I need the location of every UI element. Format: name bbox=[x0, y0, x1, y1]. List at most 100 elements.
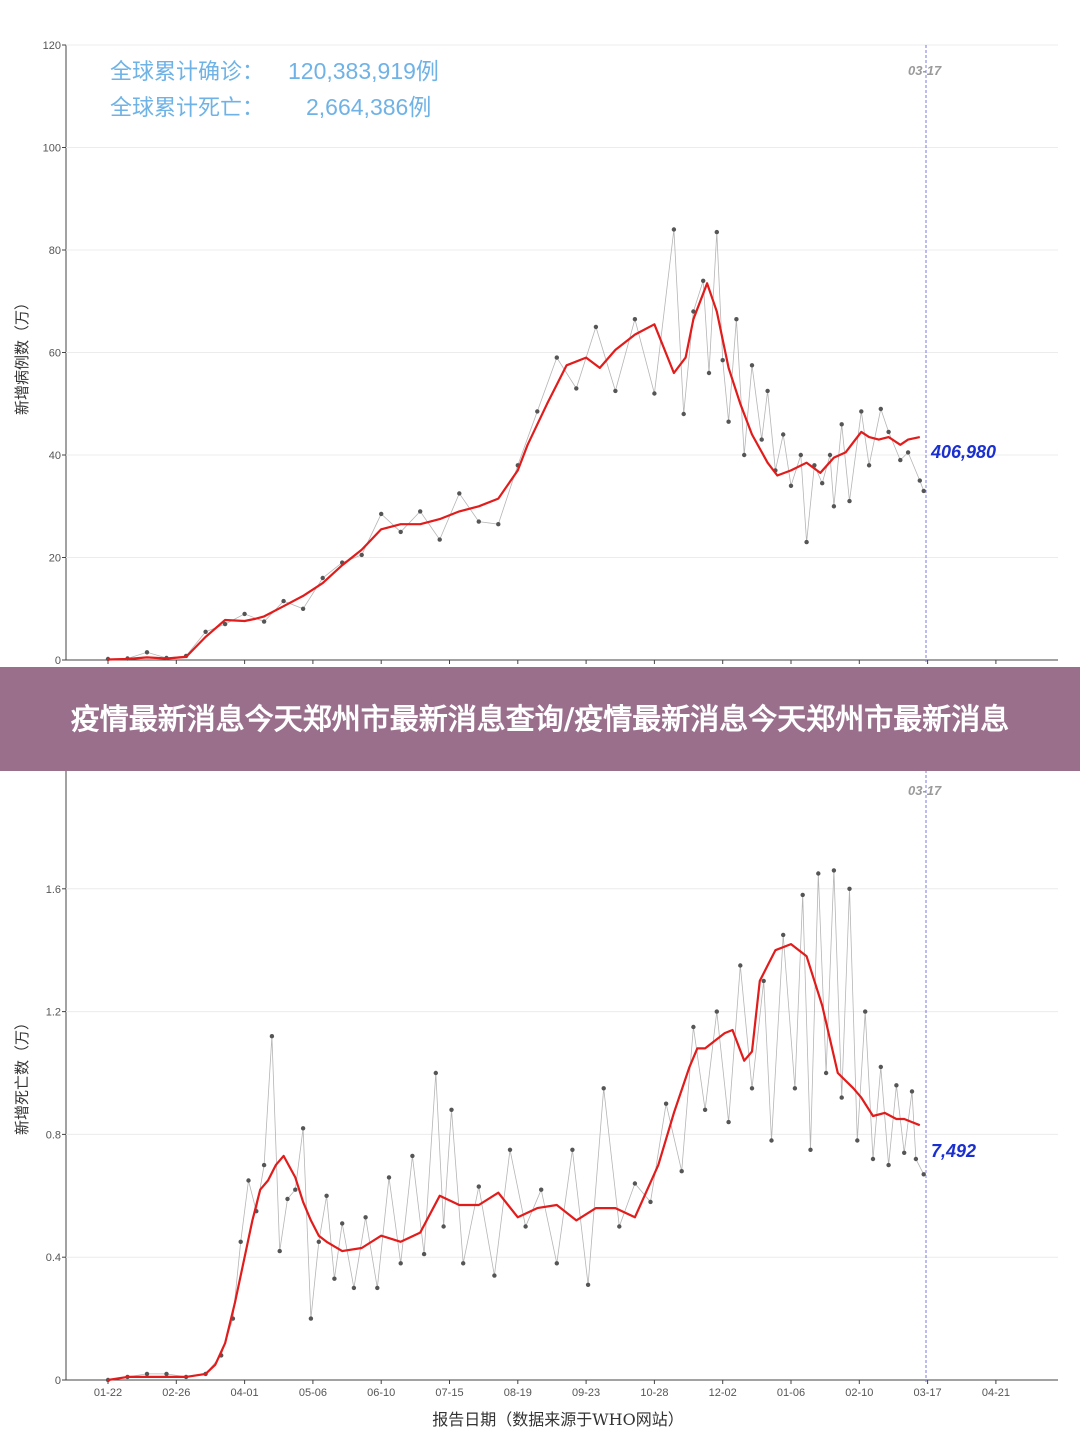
daily-point bbox=[769, 1138, 774, 1143]
x-tick-label: 10-28 bbox=[640, 1387, 668, 1399]
daily-point bbox=[749, 363, 755, 368]
daily-point bbox=[765, 388, 770, 394]
daily-point bbox=[144, 1371, 150, 1377]
daily-point bbox=[902, 1150, 907, 1156]
daily-point bbox=[203, 629, 208, 634]
daily-point bbox=[554, 1261, 559, 1266]
daily-point bbox=[316, 1239, 321, 1245]
x-tick-label: 12-02 bbox=[709, 1387, 737, 1399]
banner-title: 疫情最新消息今天郑州市最新消息查询/疫情最新消息今天郑州市最新消息 bbox=[0, 667, 1080, 771]
daily-point bbox=[800, 892, 805, 898]
daily-point bbox=[593, 324, 599, 330]
x-tick-label: 02-10 bbox=[845, 1387, 873, 1399]
y-tick-label: 0.4 bbox=[46, 1252, 61, 1264]
daily-point bbox=[866, 463, 872, 468]
daily-point bbox=[457, 491, 462, 496]
x-tick-label: 01-22 bbox=[94, 1387, 122, 1399]
daily-point bbox=[269, 1034, 275, 1039]
deaths-latest-value: 7,492 bbox=[931, 1141, 976, 1161]
daily-point bbox=[574, 386, 579, 391]
x-tick-label: 08-19 bbox=[504, 1387, 532, 1399]
daily-point bbox=[847, 498, 852, 504]
daily-point bbox=[363, 1215, 368, 1220]
daily-point bbox=[340, 1221, 345, 1226]
y-tick-label: 1.2 bbox=[46, 1007, 61, 1019]
daily-point bbox=[277, 1248, 282, 1254]
daily-point bbox=[652, 391, 657, 396]
deaths-marker-label: 03-17 bbox=[908, 783, 942, 798]
daily-point bbox=[761, 978, 766, 984]
daily-point bbox=[554, 355, 559, 360]
daily-point bbox=[820, 481, 825, 486]
y-tick-label: 0.8 bbox=[46, 1129, 61, 1141]
daily-point bbox=[375, 1285, 380, 1291]
daily-point bbox=[870, 1156, 876, 1162]
average-line bbox=[107, 282, 921, 661]
daily-point bbox=[398, 1261, 403, 1266]
daily-point bbox=[320, 575, 325, 581]
daily-line bbox=[107, 870, 925, 1381]
daily-point bbox=[238, 1239, 243, 1245]
daily-point bbox=[798, 452, 803, 458]
daily-point bbox=[701, 278, 706, 283]
daily-point bbox=[734, 317, 739, 322]
daily-point bbox=[788, 483, 794, 488]
summary-cases-value: 120,383,919例 bbox=[288, 58, 439, 84]
daily-point bbox=[324, 1193, 329, 1199]
daily-point bbox=[921, 488, 926, 494]
x-tick-label: 02-26 bbox=[162, 1387, 190, 1399]
daily-point bbox=[164, 1371, 169, 1377]
y-tick-label: 1.6 bbox=[46, 884, 61, 896]
x-tick-label: 06-10 bbox=[367, 1387, 395, 1399]
daily-point bbox=[539, 1187, 544, 1192]
y-tick-label: 100 bbox=[43, 143, 61, 155]
daily-point bbox=[418, 509, 423, 514]
daily-point bbox=[859, 409, 864, 414]
daily-point bbox=[714, 229, 719, 235]
daily-point bbox=[804, 539, 809, 545]
daily-point bbox=[285, 1196, 290, 1202]
daily-point bbox=[281, 598, 286, 604]
daily-point bbox=[300, 606, 306, 611]
y-tick-label: 60 bbox=[49, 348, 61, 360]
x-tick-label: 07-15 bbox=[435, 1387, 463, 1399]
daily-point bbox=[742, 452, 747, 458]
daily-point bbox=[909, 1089, 915, 1094]
daily-point bbox=[476, 519, 481, 524]
average-line bbox=[107, 942, 921, 1382]
daily-point bbox=[855, 1138, 860, 1143]
daily-point bbox=[917, 478, 922, 483]
daily-point bbox=[714, 1009, 719, 1014]
daily-point bbox=[476, 1184, 481, 1189]
x-tick-label: 03-17 bbox=[914, 1387, 942, 1399]
daily-point bbox=[886, 1162, 891, 1168]
daily-point bbox=[839, 1095, 844, 1100]
daily-point bbox=[523, 1224, 528, 1229]
daily-point bbox=[726, 419, 731, 424]
daily-point bbox=[449, 1107, 454, 1113]
x-tick-label: 05-06 bbox=[299, 1387, 327, 1399]
deaths-x-axis-label: 报告日期（数据来源于WHO网站） bbox=[432, 1410, 684, 1429]
daily-point bbox=[691, 1024, 696, 1030]
daily-point bbox=[878, 1064, 883, 1070]
daily-point bbox=[585, 1282, 591, 1288]
daily-point bbox=[617, 1224, 622, 1229]
daily-point bbox=[726, 1119, 731, 1125]
daily-point bbox=[878, 406, 883, 412]
summary-deaths-value: 2,664,386例 bbox=[306, 94, 431, 120]
cases-y-axis-label: 新增病例数（万） bbox=[13, 295, 31, 415]
daily-point bbox=[570, 1147, 575, 1153]
daily-point bbox=[613, 388, 618, 394]
daily-point bbox=[601, 1086, 606, 1091]
daily-point bbox=[781, 932, 786, 938]
daily-point bbox=[261, 1162, 267, 1168]
x-tick-label: 01-06 bbox=[777, 1387, 805, 1399]
deaths-y-axis: 00.40.81.21.62.0 bbox=[46, 761, 1058, 1387]
daily-point bbox=[496, 522, 501, 527]
daily-point bbox=[242, 611, 247, 617]
daily-point bbox=[839, 422, 844, 427]
daily-point bbox=[293, 1187, 298, 1192]
daily-point bbox=[894, 1083, 899, 1088]
daily-point bbox=[222, 621, 228, 627]
daily-point bbox=[781, 432, 786, 437]
